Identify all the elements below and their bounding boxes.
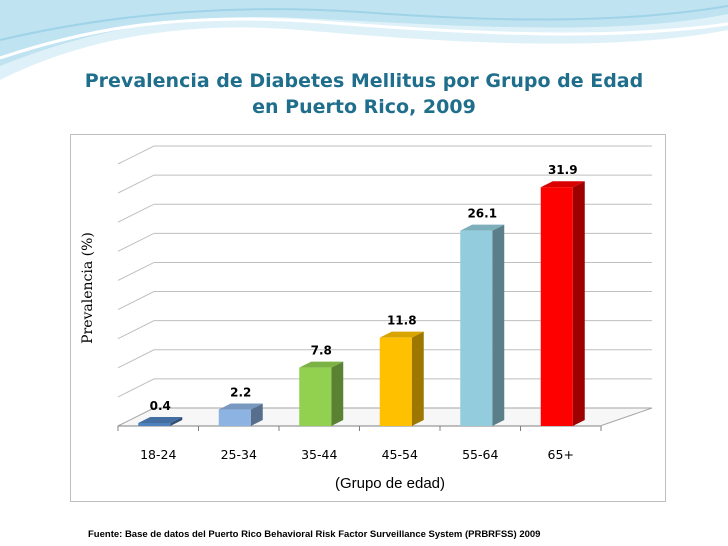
- bars: [138, 181, 585, 426]
- bar-55-64: [460, 224, 505, 426]
- data-label: 2.2: [230, 386, 251, 400]
- bar-25-34: [218, 403, 263, 426]
- decorative-wave-header: [0, 0, 728, 80]
- bar-front: [138, 423, 171, 426]
- bar-top: [299, 361, 344, 368]
- chart-title-line-1: Prevalencia de Diabetes Mellitus por Gru…: [84, 70, 644, 92]
- data-label: 26.1: [467, 207, 497, 221]
- bar-top: [379, 331, 424, 338]
- bar-side: [170, 417, 183, 426]
- bar-side: [250, 403, 263, 426]
- bar-side: [572, 181, 585, 426]
- bar-chart: 0.4 2.2 7.8 11.8 26.1 31.9 18-24 25-34 35-44 45-…: [117, 145, 653, 462]
- data-label: 0.4: [150, 399, 171, 413]
- bar-front: [299, 367, 332, 426]
- bar-top: [460, 224, 505, 231]
- x-tick-label: 25-34: [221, 447, 257, 462]
- bar-front: [460, 230, 493, 426]
- y-axis-label: Prevalencia (%): [80, 232, 96, 344]
- bar-65+: [540, 181, 585, 426]
- x-tick-labels: 18-24 25-34 35-44 45-54 55-64 65+: [140, 447, 574, 462]
- x-tick-label: 65+: [548, 447, 574, 462]
- gridline: [117, 203, 652, 223]
- bar-front: [379, 337, 412, 426]
- bar-side: [331, 361, 344, 426]
- chart-title-line-2: en Puerto Rico, 2009: [252, 96, 476, 118]
- bar-top: [218, 403, 263, 410]
- bar-45-54: [379, 331, 424, 426]
- bar-top: [540, 181, 585, 188]
- data-label: 11.8: [387, 314, 417, 328]
- x-tick-label: 35-44: [301, 447, 337, 462]
- data-label: 7.8: [311, 344, 332, 358]
- x-axis-label: (Grupo de edad): [334, 475, 446, 492]
- bar-side: [411, 331, 424, 426]
- bar-35-44: [299, 361, 344, 426]
- data-labels: 0.4 2.2 7.8 11.8 26.1 31.9: [150, 163, 578, 413]
- bar-front: [218, 409, 251, 426]
- bar-18-24: [138, 417, 183, 426]
- x-tick-label: 18-24: [140, 447, 176, 462]
- x-tick-label: 45-54: [382, 447, 418, 462]
- source-note: Fuente: Base de datos del Puerto Rico Be…: [88, 529, 541, 540]
- gridline: [117, 145, 652, 165]
- bar-front: [540, 187, 573, 426]
- x-tick-label: 55-64: [462, 447, 498, 462]
- bar-top: [138, 417, 183, 423]
- data-label: 31.9: [548, 163, 578, 177]
- gridline: [117, 174, 652, 194]
- bar-side: [492, 224, 505, 426]
